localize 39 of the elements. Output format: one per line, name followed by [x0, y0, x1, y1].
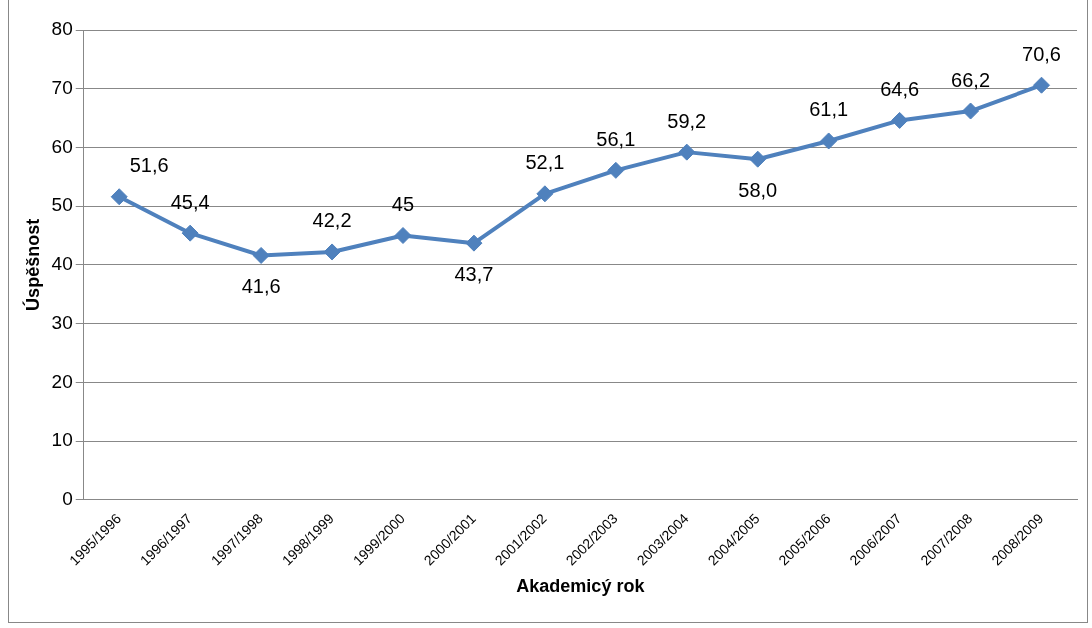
- point: [962, 102, 980, 120]
- data-label: 58,0: [738, 178, 778, 201]
- point: [536, 185, 554, 203]
- point: [678, 143, 696, 161]
- data-label: 52,1: [525, 151, 565, 174]
- data-label: 42,2: [312, 209, 352, 232]
- y-tick-label: 80: [51, 18, 73, 40]
- point: [394, 227, 412, 245]
- y-tick-label: 30: [51, 311, 73, 333]
- data-label: 41,6: [241, 274, 281, 297]
- point: [891, 111, 909, 129]
- y-tick-label: 70: [51, 76, 73, 98]
- y-tick-label: 40: [51, 253, 73, 275]
- data-label: 59,2: [667, 109, 707, 132]
- point: [252, 246, 270, 264]
- y-tick-label: 10: [51, 429, 73, 451]
- data-label: 70,6: [1022, 42, 1061, 65]
- point: [465, 234, 483, 252]
- point: [1033, 76, 1051, 94]
- y-tick-label: 50: [51, 194, 73, 216]
- data-label: 43,7: [454, 262, 494, 285]
- y-tick-label: 60: [51, 135, 73, 157]
- data-label: 66,2: [951, 68, 991, 91]
- point: [749, 150, 767, 168]
- point: [323, 243, 341, 261]
- data-label: 61,1: [809, 98, 849, 121]
- point: [110, 188, 128, 206]
- point: [820, 132, 838, 150]
- data-label: 64,6: [880, 77, 920, 100]
- data-label: 51,6: [129, 154, 169, 177]
- point: [607, 161, 625, 179]
- data-label: 45,4: [170, 190, 210, 213]
- y-tick-label: 0: [62, 487, 73, 509]
- point: [181, 224, 199, 242]
- x-axis-title: Akademicý rok: [516, 576, 646, 597]
- data-label: 45: [391, 193, 415, 216]
- data-label: 56,1: [596, 127, 636, 150]
- y-axis-title: Úspěšnost: [21, 218, 43, 311]
- y-tick-label: 20: [51, 370, 73, 392]
